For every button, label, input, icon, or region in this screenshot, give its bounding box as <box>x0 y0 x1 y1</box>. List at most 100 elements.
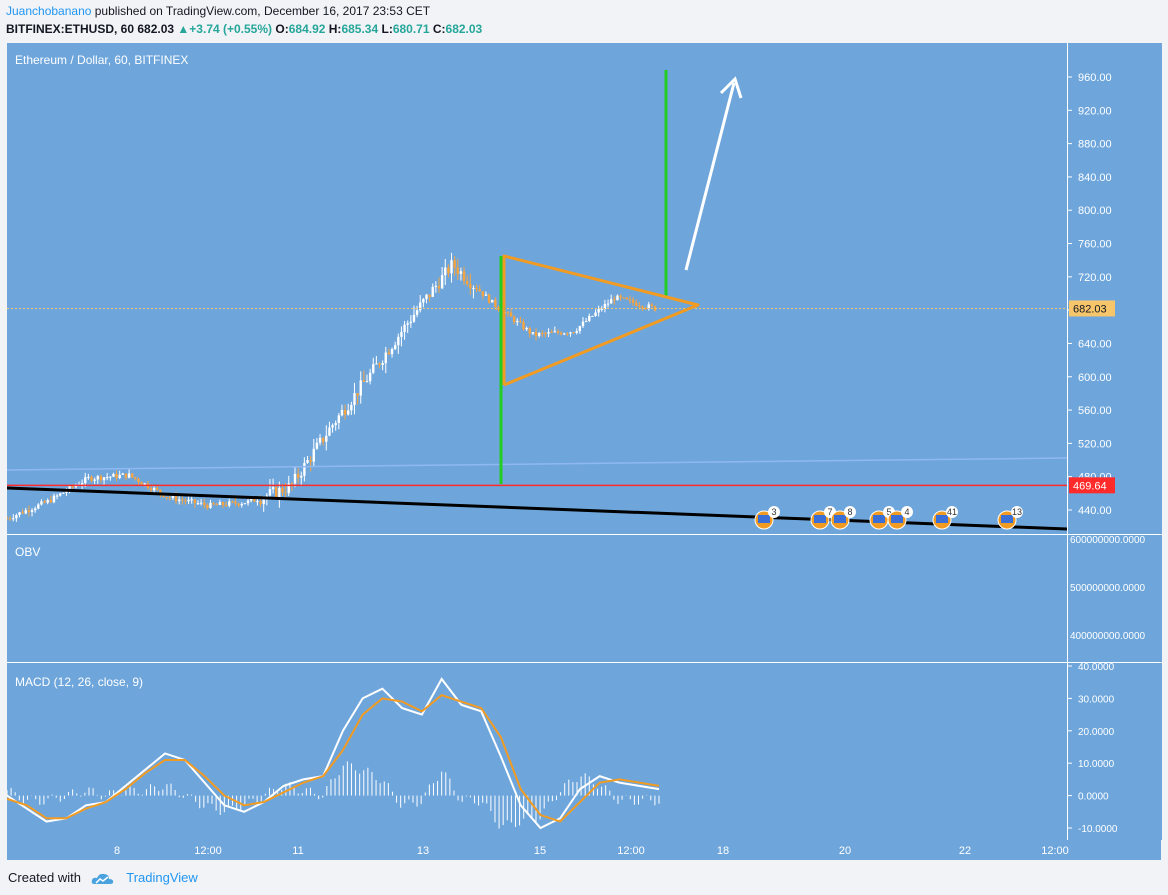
candle-body <box>384 352 387 364</box>
candle-body <box>93 479 96 481</box>
event-count-bubble <box>768 506 780 518</box>
candle-body <box>594 312 597 316</box>
macd-scale-labels: 40.0000 30.0000 20.0000 10.0000 0.0000 -10.00… <box>1068 663 1118 835</box>
tradingview-brand-link[interactable]: TradingView <box>126 870 198 885</box>
obv-panel[interactable]: OBV <box>7 535 1067 662</box>
event-count-label: 3 <box>771 507 776 517</box>
candle-body <box>300 475 303 478</box>
candle-body <box>356 393 359 396</box>
panel-divider[interactable] <box>7 662 1161 663</box>
candle-body <box>212 502 215 505</box>
candle-body <box>619 295 622 298</box>
event-flag-icon: 41 <box>932 506 958 530</box>
candle-body <box>134 477 137 479</box>
candle-body <box>650 304 654 307</box>
candle-body <box>456 267 459 274</box>
candle-body <box>215 504 218 506</box>
time-tick-label: 11 <box>292 845 303 857</box>
candle-body <box>281 487 284 493</box>
candle-body <box>347 410 350 415</box>
author-link[interactable]: Juanchobanano <box>6 4 92 18</box>
candle-body <box>149 488 153 491</box>
candle-body <box>7 518 9 520</box>
low-label: L: <box>381 22 393 36</box>
obv-title: OBV <box>15 545 41 559</box>
candle-body <box>512 316 516 323</box>
price-panel[interactable]: 3 7 8 5 4 41 13 Ethereum / Dollar, 60, BITFINE… <box>7 43 1067 534</box>
candle-body <box>409 321 413 324</box>
us-flag-icon <box>758 515 770 523</box>
candle-body <box>625 297 629 300</box>
candle-body <box>237 503 240 506</box>
symbol-info: BITFINEX:ETHUSD, 60 682.03 ▲+3.74 (+0.55… <box>6 22 482 36</box>
candle-body <box>497 306 500 310</box>
candle-body <box>631 299 635 303</box>
obv-scale[interactable]: 600000000.0000 500000000.0000 400000000.00… <box>1067 535 1162 662</box>
price-tick-label: 920.00 <box>1078 105 1112 117</box>
candle-body <box>603 304 607 309</box>
candle-body <box>647 304 650 309</box>
blue-trend-line <box>7 457 1067 471</box>
open-label: O: <box>275 22 289 36</box>
candle-body <box>37 504 40 509</box>
macd-panel[interactable]: MACD (12, 26, close, 9) <box>7 663 1067 840</box>
candle-body <box>218 502 222 505</box>
up-arrow-icon: ▲ <box>177 22 190 36</box>
price-tick-label: 520.00 <box>1078 438 1112 450</box>
candle-body <box>469 283 472 289</box>
candle-body <box>121 473 125 475</box>
candle-body <box>196 503 200 505</box>
candle-body <box>325 435 328 442</box>
candle-body <box>638 305 641 307</box>
candle-body <box>547 332 550 334</box>
time-tick-label: 22 <box>959 845 971 857</box>
price-scale[interactable]: 960.00 920.00 880.00 840.00 800.00 760.00 720.… <box>1067 43 1162 534</box>
macd-chart <box>7 677 660 830</box>
candle-body <box>597 309 600 313</box>
macd-scale[interactable]: 40.0000 30.0000 20.0000 10.0000 0.0000 -10.00… <box>1067 663 1162 840</box>
candle-body <box>284 492 287 494</box>
candle-body <box>481 291 485 296</box>
candle-body <box>559 332 563 335</box>
candle-body <box>109 476 112 478</box>
candle-body <box>434 285 438 287</box>
candle-body <box>193 499 197 504</box>
candle-body <box>375 363 378 365</box>
candle-body <box>206 505 209 509</box>
open-value: 684.92 <box>288 22 326 36</box>
time-tick-label: 8 <box>114 845 120 857</box>
candle-body <box>240 503 243 506</box>
close-value: 682.03 <box>445 22 483 36</box>
candle-body <box>368 372 372 382</box>
candle-body <box>519 320 522 323</box>
candle-body <box>406 323 409 325</box>
candle-body <box>27 510 31 512</box>
candle-body <box>616 295 619 301</box>
time-tick-label: 12:00 <box>194 845 222 857</box>
time-axis[interactable]: 8 12:00 11 13 15 12:00 18 20 22 12:00 <box>7 840 1161 860</box>
candle-body <box>569 332 572 334</box>
candle-body <box>152 487 156 491</box>
macd-tick-label: 40.0000 <box>1078 663 1115 673</box>
candle-body <box>293 473 297 484</box>
event-count-bubble <box>844 506 856 518</box>
candle-body <box>572 332 575 334</box>
candle-body <box>472 287 475 289</box>
current-price-badge-bg <box>1069 300 1115 317</box>
candle-body <box>444 267 447 276</box>
candle-body <box>390 349 394 355</box>
candle-body <box>159 489 162 494</box>
us-flag-icon <box>814 515 826 523</box>
event-count-label: 7 <box>827 507 832 517</box>
panel-divider[interactable] <box>7 534 1161 535</box>
macd-tick-label: 0.0000 <box>1078 792 1109 803</box>
candle-body <box>566 333 569 335</box>
candle-body <box>509 312 513 317</box>
candle-body <box>462 271 466 281</box>
candle-body <box>478 289 481 292</box>
candle-body <box>99 476 103 481</box>
candle-body <box>127 473 131 478</box>
price-tick-label: 960.00 <box>1078 72 1112 84</box>
price-tick-label: 760.00 <box>1078 239 1112 251</box>
candle-body <box>303 462 306 476</box>
